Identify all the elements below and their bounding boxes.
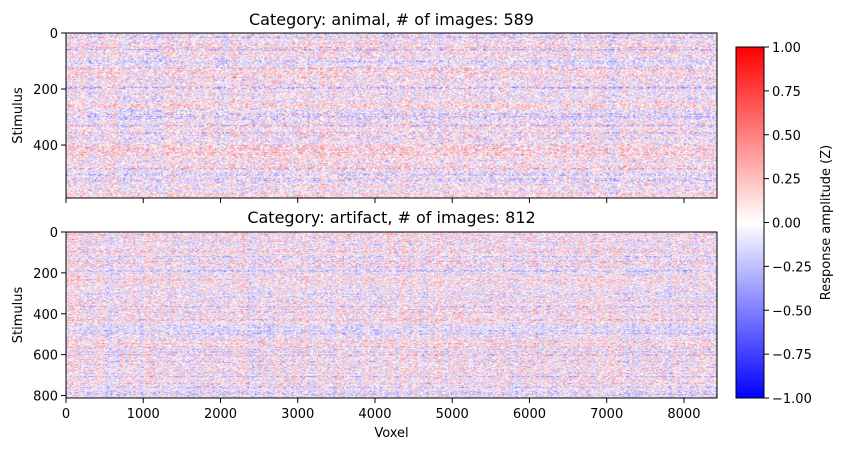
panel-animal-frame: [65, 32, 718, 199]
y-tick-label: 200: [33, 267, 58, 282]
panel-artifact-xlabel: Voxel: [374, 426, 408, 441]
x-tick-label: 5000: [436, 407, 469, 422]
x-tick-label: 8000: [667, 407, 700, 422]
x-tick-label: 2000: [204, 407, 237, 422]
colorbar-ticks: 1.00 0.75 0.50 0.25 0.00 −0.25 −0.50 −0.75 −1.00: [764, 41, 812, 407]
colorbar-label: Response amplitude (Z): [819, 145, 834, 300]
y-tick-label: 0: [50, 226, 58, 241]
colorbar-tick-label: 0.00: [772, 217, 801, 232]
heatmap-animal: [66, 33, 717, 198]
panel-artifact-x-ticks: 0 1000 2000 3000 4000 5000 6000 7000 8000: [62, 398, 700, 422]
colorbar-tick-label: 1.00: [772, 41, 801, 56]
colorbar-tick-label: −0.25: [772, 260, 812, 275]
x-tick-label: 4000: [358, 407, 391, 422]
colorbar-tick-label: −1.00: [772, 392, 812, 407]
heatmap-artifact: [66, 232, 717, 398]
y-tick-label: 800: [33, 390, 58, 405]
colorbar-tick-label: 0.50: [772, 129, 801, 144]
panel-artifact-y-ticks: 0 200 400 600 800: [33, 226, 66, 405]
y-tick-label: 0: [50, 27, 58, 42]
panel-artifact: Category: artifact, # of images: 812 0 20…: [11, 208, 718, 441]
y-tick-label: 200: [33, 83, 58, 98]
panel-animal-x-ticks: [65, 198, 685, 203]
colorbar-gradient: [735, 46, 765, 399]
panel-animal-y-ticks: 0 200 400: [33, 27, 66, 154]
x-tick-label: 6000: [513, 407, 546, 422]
colorbar: 1.00 0.75 0.50 0.25 0.00 −0.25 −0.50 −0.75 −1.00…: [735, 41, 834, 407]
panel-artifact-ylabel: Stimulus: [11, 287, 26, 344]
colorbar-tick-label: 0.75: [772, 85, 801, 100]
colorbar-tick-label: −0.50: [772, 304, 812, 319]
x-tick-label: 0: [62, 407, 70, 422]
colorbar-tick-label: 0.25: [772, 173, 801, 188]
panel-artifact-frame: [65, 231, 718, 399]
y-tick-label: 600: [33, 349, 58, 364]
x-tick-label: 3000: [281, 407, 314, 422]
y-tick-label: 400: [33, 139, 58, 154]
panel-animal-title: Category: animal, # of images: 589: [249, 10, 534, 29]
panel-animal: Category: animal, # of images: 589 0 200 4…: [11, 10, 718, 203]
x-tick-label: 7000: [590, 407, 623, 422]
panel-animal-ylabel: Stimulus: [11, 87, 26, 144]
y-tick-label: 400: [33, 308, 58, 323]
x-tick-label: 1000: [127, 407, 160, 422]
panel-artifact-title: Category: artifact, # of images: 812: [247, 208, 535, 227]
colorbar-tick-label: −0.75: [772, 348, 812, 363]
